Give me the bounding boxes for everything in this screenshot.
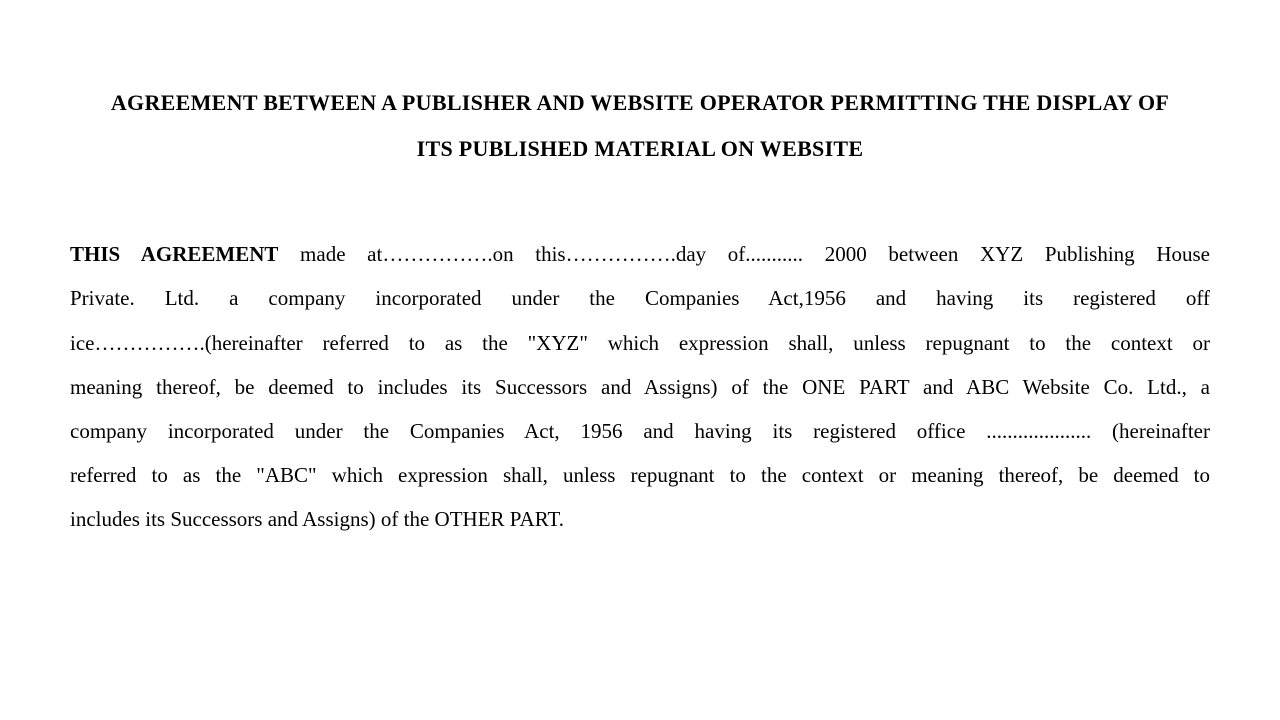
body-line-5: company incorporated under the Companies… xyxy=(70,409,1210,453)
title-line-1: AGREEMENT BETWEEN A PUBLISHER AND WEBSIT… xyxy=(70,80,1210,126)
body-line-6: referred to as the "ABC" which expressio… xyxy=(70,453,1210,497)
title-line-2: ITS PUBLISHED MATERIAL ON WEBSITE xyxy=(70,126,1210,172)
body-line-4: meaning thereof, be deemed to includes i… xyxy=(70,365,1210,409)
body-line-7: includes its Successors and Assigns) of … xyxy=(70,497,1210,541)
body-line-1-rest: made at…………….on this…………….day of........… xyxy=(278,242,1210,266)
document-body: THIS AGREEMENT made at…………….on this……………… xyxy=(70,232,1210,541)
lead-phrase: THIS AGREEMENT xyxy=(70,242,278,266)
body-line-3: ice…………….(hereinafter referred to as the… xyxy=(70,321,1210,365)
body-line-2: Private. Ltd. a company incorporated und… xyxy=(70,276,1210,320)
body-line-1: THIS AGREEMENT made at…………….on this……………… xyxy=(70,232,1210,276)
document-title: AGREEMENT BETWEEN A PUBLISHER AND WEBSIT… xyxy=(70,80,1210,172)
